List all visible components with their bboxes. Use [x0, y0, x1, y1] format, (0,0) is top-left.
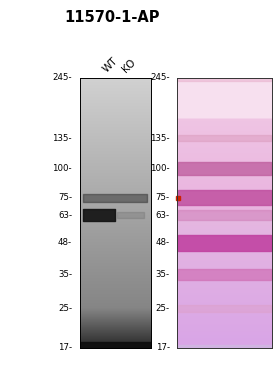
- Text: 100-: 100-: [52, 164, 72, 173]
- Text: 48-: 48-: [58, 238, 72, 247]
- Text: WT: WT: [101, 55, 120, 74]
- Text: 35-: 35-: [156, 270, 170, 279]
- Text: 75-: 75-: [156, 193, 170, 202]
- Text: KO: KO: [121, 57, 138, 74]
- Text: 245-: 245-: [150, 73, 170, 82]
- Text: 25-: 25-: [156, 304, 170, 313]
- Text: 135-: 135-: [52, 134, 72, 142]
- Text: 35-: 35-: [58, 270, 72, 279]
- Text: 100-: 100-: [150, 164, 170, 173]
- Text: 75-: 75-: [58, 193, 72, 202]
- Text: 17-: 17-: [156, 343, 170, 352]
- Text: 11570-1-AP: 11570-1-AP: [64, 10, 159, 25]
- Text: 63-: 63-: [58, 211, 72, 220]
- Text: 135-: 135-: [150, 134, 170, 142]
- Text: 17-: 17-: [58, 343, 72, 352]
- Text: 25-: 25-: [58, 304, 72, 313]
- Text: 48-: 48-: [156, 238, 170, 247]
- Text: 245-: 245-: [52, 73, 72, 82]
- Text: 63-: 63-: [156, 211, 170, 220]
